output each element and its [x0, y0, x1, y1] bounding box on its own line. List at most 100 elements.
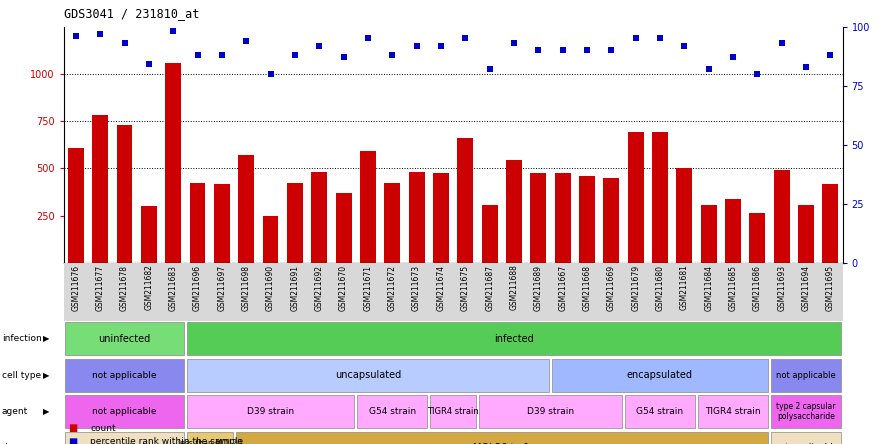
- Point: [750, 70, 765, 77]
- Point: [142, 61, 156, 68]
- Text: GSM211690: GSM211690: [266, 265, 275, 311]
- Text: GSM211680: GSM211680: [656, 265, 665, 311]
- Text: TIGR4 strain: TIGR4 strain: [427, 407, 479, 416]
- Bar: [771, 359, 841, 392]
- Text: cell type: cell type: [2, 371, 41, 380]
- Text: GSM211668: GSM211668: [582, 265, 591, 311]
- Point: [264, 70, 278, 77]
- Point: [628, 35, 643, 42]
- Bar: [604, 178, 620, 263]
- Point: [702, 66, 716, 73]
- Bar: [771, 432, 841, 444]
- Text: ▶: ▶: [42, 371, 50, 380]
- Bar: [65, 359, 184, 392]
- Point: [823, 52, 837, 59]
- Point: [726, 54, 740, 61]
- Bar: [187, 359, 549, 392]
- Text: ■: ■: [68, 437, 77, 444]
- Bar: [676, 168, 692, 263]
- Text: ■: ■: [68, 424, 77, 433]
- Bar: [479, 395, 622, 428]
- Bar: [187, 432, 233, 444]
- Bar: [287, 183, 303, 263]
- Point: [118, 40, 132, 47]
- Text: G54 strain: G54 strain: [369, 407, 416, 416]
- Text: GSM211683: GSM211683: [169, 265, 178, 311]
- Bar: [750, 213, 766, 263]
- Bar: [92, 115, 108, 263]
- Bar: [384, 183, 400, 263]
- Point: [653, 35, 667, 42]
- Text: GSM211687: GSM211687: [485, 265, 494, 311]
- Text: uncapsulated: uncapsulated: [335, 370, 401, 380]
- Point: [604, 47, 619, 54]
- Bar: [627, 131, 643, 263]
- Text: not applicable: not applicable: [776, 371, 836, 380]
- Text: GSM211667: GSM211667: [558, 265, 567, 311]
- Text: GSM211698: GSM211698: [242, 265, 250, 311]
- Bar: [625, 395, 695, 428]
- Text: GSM211693: GSM211693: [777, 265, 786, 311]
- Bar: [822, 184, 838, 263]
- Text: not applicable: not applicable: [92, 371, 157, 380]
- Point: [507, 40, 521, 47]
- Bar: [187, 395, 354, 428]
- Text: count: count: [90, 424, 116, 433]
- Text: D39 strain: D39 strain: [247, 407, 294, 416]
- Point: [677, 42, 691, 49]
- Bar: [433, 173, 449, 263]
- Bar: [430, 395, 476, 428]
- Point: [312, 42, 327, 49]
- Bar: [360, 151, 376, 263]
- Bar: [117, 125, 133, 263]
- Text: GSM211681: GSM211681: [680, 265, 689, 310]
- Bar: [555, 173, 571, 263]
- Text: infected: infected: [494, 334, 534, 344]
- Point: [93, 30, 107, 37]
- Text: GSM211696: GSM211696: [193, 265, 202, 311]
- Bar: [409, 172, 425, 263]
- Text: GSM211678: GSM211678: [120, 265, 129, 311]
- Text: GSM211686: GSM211686: [753, 265, 762, 311]
- Bar: [335, 193, 351, 263]
- Point: [215, 52, 229, 59]
- Text: GSM211669: GSM211669: [607, 265, 616, 311]
- Point: [336, 54, 350, 61]
- Text: D39 strain: D39 strain: [527, 407, 574, 416]
- Text: less than MOI 20
to 1: less than MOI 20 to 1: [178, 439, 242, 444]
- Bar: [165, 63, 181, 263]
- Bar: [552, 359, 768, 392]
- Point: [361, 35, 375, 42]
- Text: not applicable: not applicable: [92, 407, 157, 416]
- Text: GSM211694: GSM211694: [802, 265, 811, 311]
- Text: GSM211673: GSM211673: [412, 265, 421, 311]
- Point: [774, 40, 789, 47]
- Point: [166, 28, 181, 35]
- Bar: [65, 322, 184, 355]
- Text: infection: infection: [2, 334, 42, 343]
- Text: GDS3041 / 231810_at: GDS3041 / 231810_at: [64, 7, 199, 20]
- Point: [190, 52, 204, 59]
- Text: ▶: ▶: [42, 334, 50, 343]
- Text: GSM211670: GSM211670: [339, 265, 348, 311]
- Bar: [798, 205, 814, 263]
- Text: GSM211682: GSM211682: [144, 265, 153, 310]
- Text: G54 strain: G54 strain: [636, 407, 683, 416]
- Bar: [579, 176, 595, 263]
- Text: GSM211676: GSM211676: [72, 265, 81, 311]
- Bar: [358, 395, 427, 428]
- Point: [288, 52, 302, 59]
- Bar: [458, 138, 473, 263]
- Bar: [65, 395, 184, 428]
- Text: GSM211675: GSM211675: [461, 265, 470, 311]
- Bar: [506, 160, 522, 263]
- Text: TIGR4 strain: TIGR4 strain: [705, 407, 761, 416]
- Bar: [701, 205, 717, 263]
- Text: percentile rank within the sample: percentile rank within the sample: [90, 437, 243, 444]
- Bar: [652, 132, 668, 263]
- Text: uninfected: uninfected: [98, 334, 150, 344]
- Text: GSM211677: GSM211677: [96, 265, 104, 311]
- Point: [410, 42, 424, 49]
- Bar: [189, 183, 205, 263]
- Text: GSM211684: GSM211684: [704, 265, 713, 311]
